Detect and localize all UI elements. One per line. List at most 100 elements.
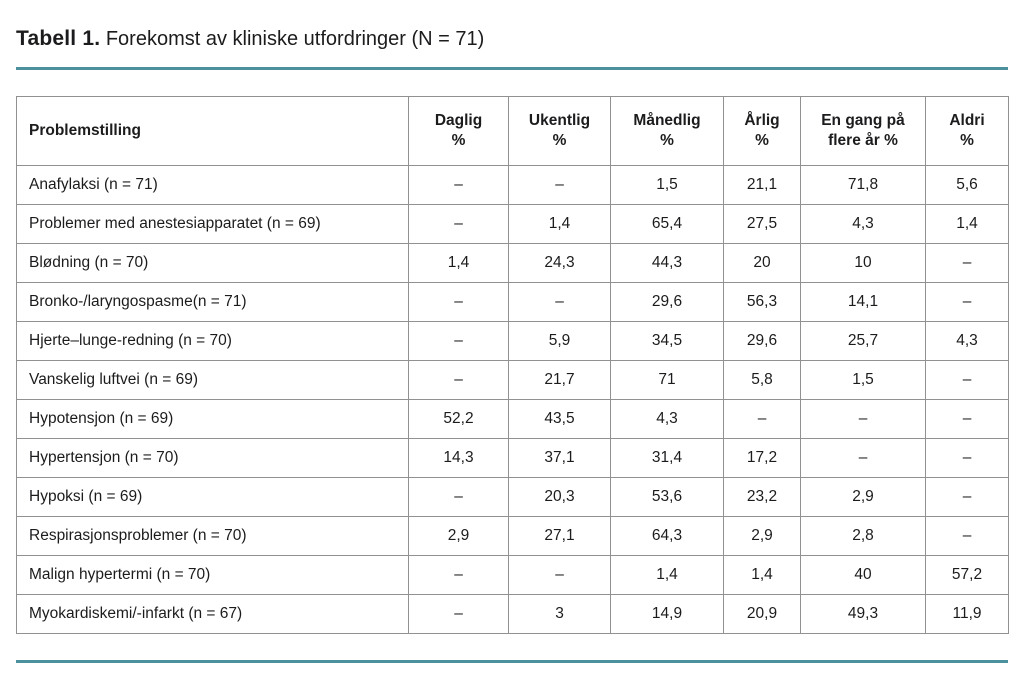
table-row: Bronko-/laryngospasme(n = 71) – –29,6 56,3 1…: [16, 282, 1009, 322]
value-cell: 14,9: [610, 594, 724, 634]
value-cell: 29,6: [610, 282, 724, 322]
row-label: Bronko-/laryngospasme(n = 71): [16, 282, 409, 322]
value-cell: 56,3: [723, 282, 801, 322]
value-cell: 11,9: [925, 594, 1009, 634]
value-cell: 10: [800, 243, 926, 283]
column-header-manedlig: Månedlig%: [610, 96, 724, 166]
column-header-line: Månedlig: [633, 112, 701, 129]
column-header-line: Aldri: [949, 112, 985, 129]
row-label: Hypertensjon (n = 70): [16, 438, 409, 478]
column-header-line: Årlig: [744, 112, 780, 129]
column-header-line: %: [552, 132, 567, 149]
column-header-en-gang-pa-flere-ar: En gang på flere år %: [800, 96, 926, 166]
table-row: Vanskelig luftvei (n = 69) –21,7 71 5,8 1,5–: [16, 360, 1009, 400]
value-cell: 31,4: [610, 438, 724, 478]
value-cell: 49,3: [800, 594, 926, 634]
value-cell: –: [408, 282, 509, 322]
value-cell: –: [925, 360, 1009, 400]
top-divider: [16, 67, 1008, 70]
value-cell: 17,2: [723, 438, 801, 478]
row-label: Problemer med anestesiapparatet (n = 69): [16, 204, 409, 244]
row-label: Blødning (n = 70): [16, 243, 409, 283]
value-cell: –: [408, 360, 509, 400]
column-header-line: %: [755, 132, 769, 149]
value-cell: –: [508, 282, 611, 322]
value-cell: 3: [508, 594, 611, 634]
value-cell: 1,4: [610, 555, 724, 595]
table-row: Respirasjonsproblemer (n = 70) 2,9 27,1 64,…: [16, 516, 1009, 556]
value-cell: 71,8: [800, 165, 926, 205]
value-cell: –: [408, 165, 509, 205]
value-cell: 5,9: [508, 321, 611, 361]
value-cell: 4,3: [925, 321, 1009, 361]
table-row: Blødning (n = 70) 1,4 24,3 44,3 20 10–: [16, 243, 1009, 283]
value-cell: –: [723, 399, 801, 439]
value-cell: 24,3: [508, 243, 611, 283]
column-header-aldri: Aldri%: [925, 96, 1009, 166]
value-cell: –: [925, 282, 1009, 322]
value-cell: 65,4: [610, 204, 724, 244]
table-title-label: Tabell 1.: [16, 27, 101, 50]
value-cell: 37,1: [508, 438, 611, 478]
row-label: Myokardiskemi/-infarkt (n = 67): [16, 594, 409, 634]
value-cell: –: [925, 516, 1009, 556]
value-cell: 21,7: [508, 360, 611, 400]
column-header-line: %: [451, 132, 466, 149]
table-figure: Tabell 1. Forekomst av kliniske utfordri…: [16, 26, 1009, 663]
column-header-problemstilling: Problemstilling: [16, 96, 409, 166]
value-cell: –: [508, 165, 611, 205]
value-cell: 14,3: [408, 438, 509, 478]
value-cell: –: [925, 399, 1009, 439]
value-cell: 71: [610, 360, 724, 400]
value-cell: –: [925, 243, 1009, 283]
value-cell: 4,3: [610, 399, 724, 439]
value-cell: 52,2: [408, 399, 509, 439]
value-cell: 1,4: [408, 243, 509, 283]
column-header-line: Daglig: [434, 112, 483, 129]
column-header-ukentlig: Ukentlig%: [508, 96, 611, 166]
bottom-divider: [16, 660, 1008, 663]
value-cell: 27,1: [508, 516, 611, 556]
value-cell: 2,9: [408, 516, 509, 556]
value-cell: 57,2: [925, 555, 1009, 595]
table-row: Problemer med anestesiapparatet (n = 69)…: [16, 204, 1009, 244]
table-title-text: Forekomst av kliniske utfordringer (N = …: [105, 28, 485, 50]
value-cell: –: [408, 204, 509, 244]
column-header-line: %: [960, 132, 974, 149]
row-label: Anafylaksi (n = 71): [16, 165, 409, 205]
value-cell: 20: [723, 243, 801, 283]
value-cell: 53,6: [610, 477, 724, 517]
value-cell: 34,5: [610, 321, 724, 361]
table-row: Hjerte–lunge-redning (n = 70) –5,9 34,5 29,…: [16, 321, 1009, 361]
column-header-line: Problemstilling: [29, 122, 141, 139]
value-cell: –: [508, 555, 611, 595]
column-header-line: %: [660, 132, 674, 149]
value-cell: –: [925, 477, 1009, 517]
table-body: Anafylaksi (n = 71) – –1,5 21,1 71,8 5,6 Probl…: [16, 165, 1009, 634]
value-cell: 1,4: [508, 204, 611, 244]
row-label: Malign hypertermi (n = 70): [16, 555, 409, 595]
table-row: Hypoksi (n = 69) –20,3 53,6 23,2 2,9–: [16, 477, 1009, 517]
table-title: Tabell 1. Forekomst av kliniske utfordri…: [16, 26, 1008, 52]
value-cell: 27,5: [723, 204, 801, 244]
value-cell: 43,5: [508, 399, 611, 439]
row-label: Vanskelig luftvei (n = 69): [16, 360, 409, 400]
value-cell: –: [800, 438, 926, 478]
row-label: Hypoksi (n = 69): [16, 477, 409, 517]
table-header: Problemstilling Daglig% Ukentlig% Månedlig%…: [16, 96, 1009, 166]
value-cell: 64,3: [610, 516, 724, 556]
value-cell: 1,5: [610, 165, 724, 205]
row-label: Respirasjonsproblemer (n = 70): [16, 516, 409, 556]
table-row: Hypotensjon (n = 69) 52,2 43,5 4,3– – –: [16, 399, 1009, 439]
value-cell: 2,9: [723, 516, 801, 556]
value-cell: 2,8: [800, 516, 926, 556]
table-row: Myokardiskemi/-infarkt (n = 67) –3 14,9 20,…: [16, 594, 1009, 634]
column-header-line: flere år %: [828, 132, 898, 149]
column-header-line: En gang på: [821, 112, 905, 129]
value-cell: 1,4: [925, 204, 1009, 244]
value-cell: –: [408, 594, 509, 634]
row-label: Hjerte–lunge-redning (n = 70): [16, 321, 409, 361]
table-row: Malign hypertermi (n = 70) – –1,4 1,4 40 57,2: [16, 555, 1009, 595]
value-cell: 2,9: [800, 477, 926, 517]
value-cell: 44,3: [610, 243, 724, 283]
